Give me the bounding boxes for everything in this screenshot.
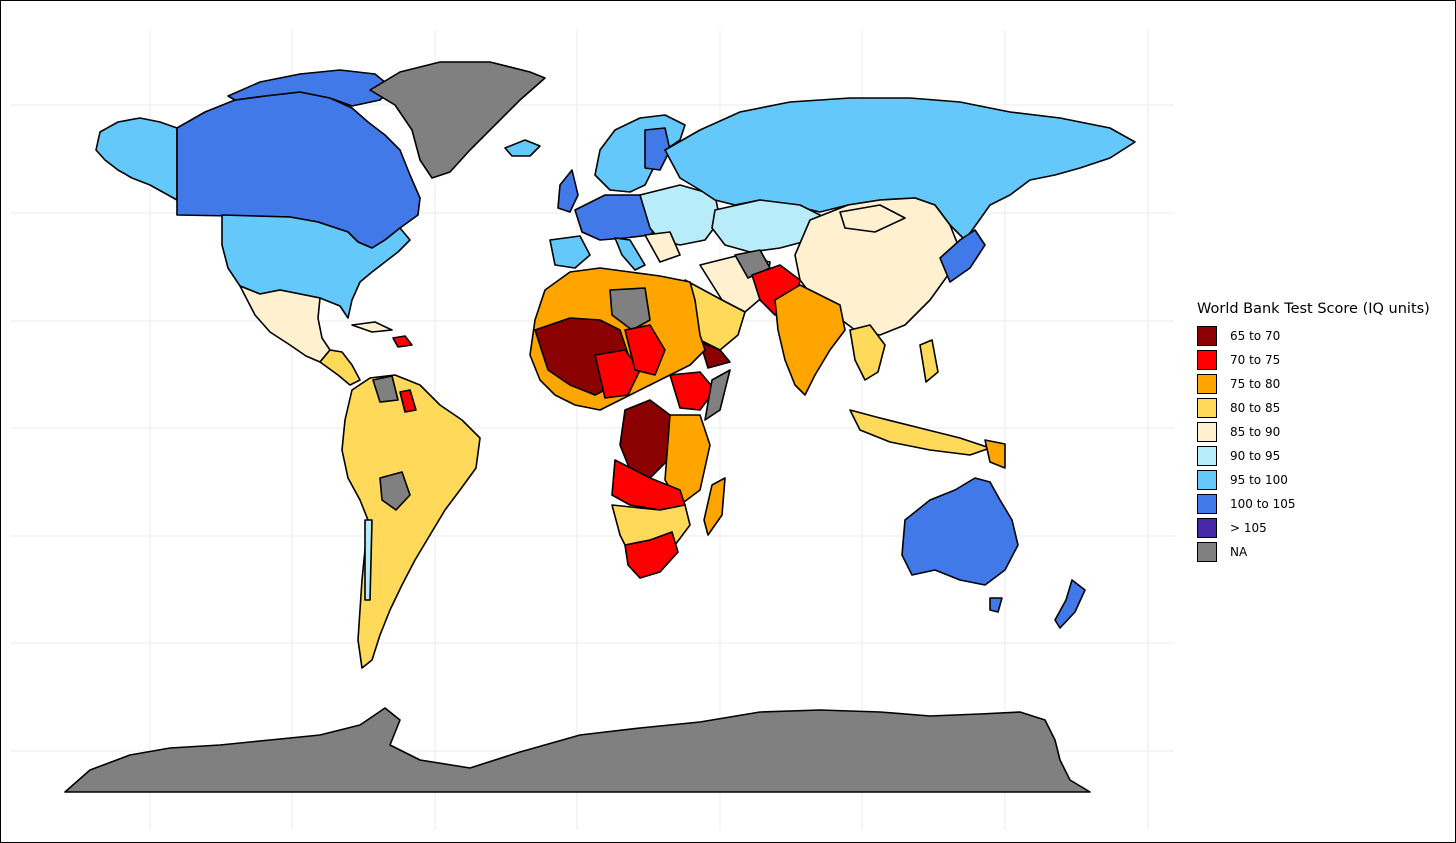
country-alaska (95, 117, 178, 201)
legend-item: 80 to 85 (1197, 396, 1455, 420)
country-italy (614, 237, 646, 271)
world-map (10, 30, 1175, 830)
country-mongolia (839, 204, 906, 233)
region-europe (504, 114, 721, 271)
country-chile (364, 519, 373, 601)
legend-swatch (1197, 542, 1217, 562)
country-libya (609, 287, 651, 331)
country-bolivia (379, 471, 411, 511)
country-japan (939, 229, 986, 283)
country-central-america (319, 349, 361, 386)
country-balkans (644, 231, 681, 263)
country-iberia (549, 235, 591, 269)
country-sudan-chad (624, 324, 666, 376)
legend-item: 75 to 80 (1197, 372, 1455, 396)
country-somalia (704, 369, 731, 421)
country-central-east-europe (639, 184, 721, 246)
country-india (774, 284, 846, 396)
legend-item: 85 to 90 (1197, 420, 1455, 444)
legend-item: > 105 (1197, 516, 1455, 540)
legend-swatch (1197, 446, 1217, 466)
country-tasmania (989, 597, 1003, 613)
region-africa (529, 267, 731, 579)
legend-label: > 105 (1230, 521, 1267, 535)
region-north-america (95, 61, 546, 386)
legend-item: 65 to 70 (1197, 324, 1455, 348)
country-yemen (699, 341, 731, 369)
legend-items: 65 to 70 70 to 75 75 to 80 80 to 85 85 to 90… (1197, 324, 1455, 564)
legend-item: 70 to 75 (1197, 348, 1455, 372)
legend-item: 95 to 100 (1197, 468, 1455, 492)
country-madagascar (703, 477, 726, 536)
country-venezuela (399, 389, 417, 413)
country-guyana (372, 375, 399, 403)
country-finland (644, 127, 671, 171)
legend-label: 100 to 105 (1230, 497, 1296, 511)
legend-label: 65 to 70 (1230, 329, 1281, 343)
legend-swatch (1197, 518, 1217, 538)
region-oceania (901, 477, 1086, 629)
country-mexico (239, 285, 331, 363)
country-iceland (504, 139, 541, 157)
country-east-africa (664, 414, 711, 506)
country-ethiopia (669, 371, 716, 411)
legend-swatch (1197, 470, 1217, 490)
country-kazakhstan (711, 199, 821, 253)
legend-label: 75 to 80 (1230, 377, 1281, 391)
legend-swatch (1197, 494, 1217, 514)
country-australia (901, 477, 1019, 586)
legend-label: 70 to 75 (1230, 353, 1281, 367)
legend-label: 90 to 95 (1230, 449, 1281, 463)
continent-antarctica (64, 707, 1091, 793)
country-papua (984, 439, 1006, 469)
region-south-america (341, 374, 481, 669)
legend-label: 85 to 90 (1230, 425, 1281, 439)
country-congo (619, 399, 671, 479)
legend-swatch (1197, 374, 1217, 394)
legend-item: 90 to 95 (1197, 444, 1455, 468)
country-new-zealand (1054, 579, 1086, 629)
legend-label: 80 to 85 (1230, 401, 1281, 415)
country-south-africa (624, 531, 679, 579)
country-greenland (369, 61, 546, 179)
map-legend: World Bank Test Score (IQ units) 65 to 7… (1197, 301, 1455, 564)
region-asia (664, 97, 1136, 469)
country-indonesia (849, 409, 991, 456)
country-haiti (392, 335, 413, 348)
country-south-america (341, 374, 481, 669)
legend-label: 95 to 100 (1230, 473, 1288, 487)
country-philippines (919, 339, 939, 383)
legend-swatch (1197, 398, 1217, 418)
country-canada-islands (227, 69, 393, 107)
legend-swatch (1197, 422, 1217, 442)
legend-swatch (1197, 350, 1217, 370)
legend-title: World Bank Test Score (IQ units) (1197, 301, 1430, 317)
legend-item: 100 to 105 (1197, 492, 1455, 516)
country-uk (557, 169, 579, 213)
country-southeast-asia (849, 324, 886, 381)
legend-item: NA (1197, 540, 1455, 564)
legend-swatch (1197, 326, 1217, 346)
country-cuba (351, 321, 393, 333)
legend-label: NA (1230, 545, 1248, 559)
country-nigeria (594, 349, 641, 399)
